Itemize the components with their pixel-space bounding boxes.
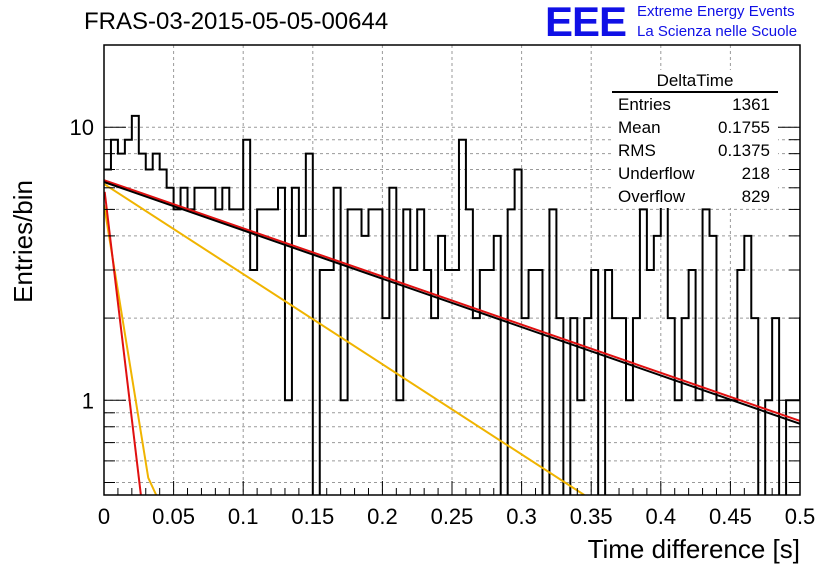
histogram-series [104,114,800,495]
x-tick-label: 0 [98,504,110,529]
stats-row: RMS 0.1375 [612,139,778,162]
x-tick-label: 0.35 [570,504,613,529]
eee-logo: EEE [545,0,627,45]
x-tick-label: 0.2 [367,504,398,529]
stats-box: DeltaTime Entries 1361 Mean 0.1755 RMS 0.13… [612,70,778,208]
histogram-line [104,114,800,495]
grid-lines [104,44,800,495]
brand-line-1: Extreme Energy Events [637,3,795,20]
x-tick-label: 0.25 [431,504,474,529]
x-tick-label: 0.1 [228,504,259,529]
stats-row: Entries 1361 [612,93,778,116]
x-tick-label: 0.4 [646,504,677,529]
stats-box-title: DeltaTime [612,70,778,93]
stats-label: Underflow [618,164,695,183]
fit-curve [104,179,800,422]
fit-curve [104,204,158,495]
fit-curve [104,183,585,495]
y-tick-labels: 1 10 [70,115,94,413]
stats-label: Entries [618,95,671,114]
stats-label: Mean [618,118,661,137]
brand-line-2: La Scienza nelle Scuole [637,23,798,40]
x-tick-labels: 0 0.05 0.1 0.15 0.2 0.25 0.3 0.35 0.4 0.45 0.5 [98,504,815,529]
x-tick-label: 0.3 [506,504,537,529]
y-tick-label: 1 [82,388,94,413]
x-tick-label: 0.15 [291,504,334,529]
stats-value: 0.1755 [718,118,770,137]
stats-value: 218 [741,164,770,183]
chart-title: FRAS-03-2015-05-05-00644 [84,8,389,35]
stats-value: 0.1375 [718,141,770,160]
stats-value: 829 [741,187,770,206]
x-tick-label: 0.05 [152,504,195,529]
axis-ticks [103,44,801,495]
x-axis-label: Time difference [s] [588,534,800,564]
stats-label: Overflow [618,187,686,206]
x-tick-label: 0.5 [785,504,816,529]
stats-value: 1361 [732,95,770,114]
stats-row: Overflow 829 [612,185,778,208]
stats-label: RMS [618,141,656,160]
y-tick-label: 10 [70,115,94,140]
stats-row: Mean 0.1755 [612,116,778,139]
fit-curve [104,181,800,425]
x-tick-label: 0.45 [709,504,752,529]
stats-row: Underflow 218 [612,162,778,185]
fit-curves [104,179,800,495]
fit-curve [104,191,142,495]
y-axis-label: Entries/bin [8,180,38,303]
